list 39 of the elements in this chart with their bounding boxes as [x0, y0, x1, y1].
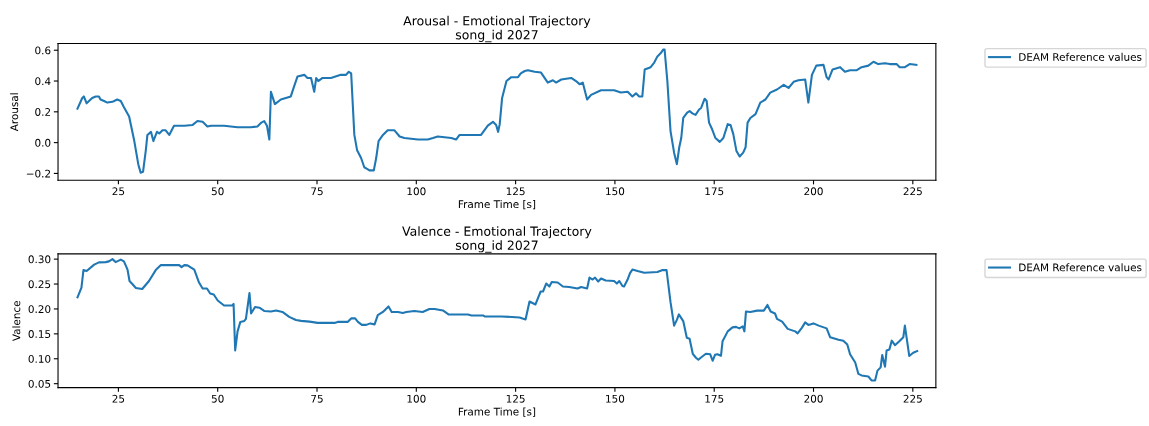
legend-label: DEAM Reference values — [1019, 263, 1142, 272]
y-tick-label: 0.10 — [28, 354, 51, 363]
chart-title: Valence - Emotional Trajectory song_id 2027 — [402, 226, 592, 253]
y-tick-label: 0.15 — [28, 330, 51, 338]
x-tick-label: 50 — [211, 394, 224, 403]
x-tick-label: 75 — [311, 394, 323, 403]
x-tick-label: 25 — [112, 187, 125, 196]
x-tick-label: 175 — [705, 394, 724, 403]
x-tick-label: 200 — [804, 187, 823, 196]
y-tick-label: 0.6 — [35, 46, 51, 55]
chart-title: Arousal - Emotional Trajectory song_id 2027 — [403, 15, 591, 43]
line-series — [76, 48, 918, 174]
x-tick-label: 225 — [903, 394, 922, 403]
y-tick-label: 0.05 — [28, 379, 51, 388]
x-tick-label: 50 — [211, 187, 224, 196]
y-axis-title: Arousal — [10, 93, 19, 132]
x-tick-label: 175 — [705, 187, 724, 196]
y-tick-label: 0.2 — [35, 108, 51, 116]
x-tick-label: 125 — [506, 394, 525, 403]
y-tick-label: 0.0 — [35, 138, 51, 147]
x-tick-label: 125 — [506, 187, 525, 196]
y-tick-label: 0.30 — [28, 255, 51, 264]
x-tick-label: 100 — [407, 187, 426, 196]
x-tick-label: 225 — [903, 187, 922, 196]
x-tick-label: 150 — [606, 187, 625, 196]
x-axis-title: Frame Time [s] — [458, 200, 536, 210]
y-tick-label: 0.4 — [35, 77, 51, 86]
x-tick-label: 100 — [407, 394, 426, 403]
x-tick-label: 75 — [311, 187, 323, 196]
y-tick-label: 0.25 — [28, 280, 51, 289]
legend-label: DEAM Reference values — [1019, 52, 1142, 61]
x-tick-label: 25 — [112, 394, 125, 403]
line-series — [76, 258, 919, 382]
x-tick-label: 200 — [804, 394, 823, 403]
x-tick-label: 150 — [606, 394, 625, 403]
y-axis-title: Valence — [12, 300, 21, 342]
y-tick-label: −0.2 — [26, 169, 51, 178]
y-tick-label: 0.20 — [28, 305, 51, 314]
x-axis-title: Frame Time [s] — [458, 407, 536, 417]
